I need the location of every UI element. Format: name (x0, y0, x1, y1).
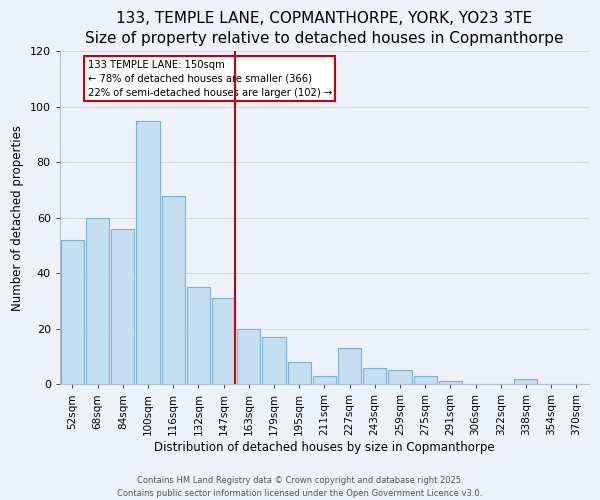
Bar (514, 378, 538, 384)
Bar (338, 348, 361, 384)
Bar (237, 328, 260, 384)
Text: 133 TEMPLE LANE: 150sqm
← 78% of detached houses are smaller (366)
22% of semi-d: 133 TEMPLE LANE: 150sqm ← 78% of detache… (88, 60, 332, 98)
Bar (136, 120, 160, 384)
Bar (388, 370, 412, 384)
Bar (262, 337, 286, 384)
Text: Contains HM Land Registry data © Crown copyright and database right 2025.
Contai: Contains HM Land Registry data © Crown c… (118, 476, 482, 498)
Bar (313, 376, 336, 384)
Bar (413, 376, 437, 384)
Bar (439, 382, 462, 384)
Bar (287, 362, 311, 384)
Bar (161, 196, 185, 384)
Bar (187, 287, 210, 384)
Bar (363, 368, 386, 384)
Title: 133, TEMPLE LANE, COPMANTHORPE, YORK, YO23 3TE
Size of property relative to deta: 133, TEMPLE LANE, COPMANTHORPE, YORK, YO… (85, 11, 563, 46)
Bar (61, 240, 84, 384)
Y-axis label: Number of detached properties: Number of detached properties (11, 124, 24, 310)
Bar (212, 298, 235, 384)
X-axis label: Distribution of detached houses by size in Copmanthorpe: Distribution of detached houses by size … (154, 441, 494, 454)
Bar (86, 218, 109, 384)
Bar (111, 229, 134, 384)
